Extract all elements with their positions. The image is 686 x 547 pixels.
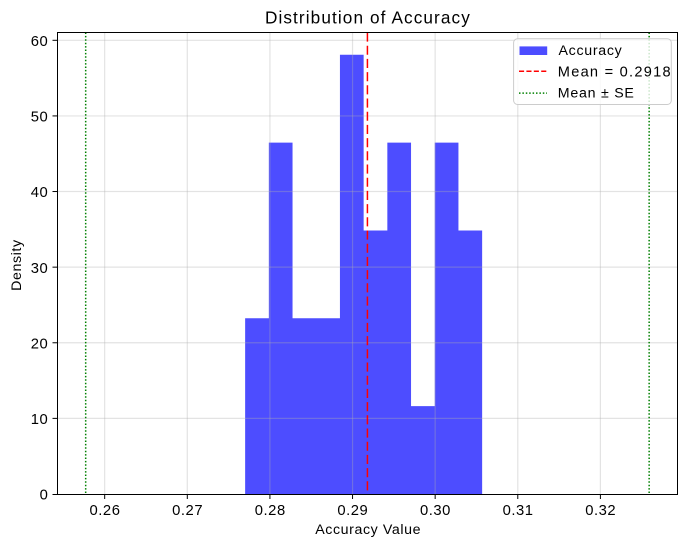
svg-text:40: 40 bbox=[31, 185, 49, 201]
svg-text:Mean ± SE: Mean ± SE bbox=[558, 86, 635, 102]
svg-text:20: 20 bbox=[31, 336, 49, 352]
svg-text:0.27: 0.27 bbox=[172, 503, 203, 519]
svg-text:0: 0 bbox=[40, 488, 49, 504]
svg-text:0.32: 0.32 bbox=[585, 503, 616, 519]
svg-text:Accuracy: Accuracy bbox=[559, 43, 623, 59]
svg-text:Mean = 0.2918: Mean = 0.2918 bbox=[558, 64, 672, 80]
svg-text:10: 10 bbox=[31, 412, 49, 428]
svg-text:30: 30 bbox=[31, 261, 49, 277]
svg-text:Accuracy Value: Accuracy Value bbox=[315, 522, 421, 538]
svg-text:Distribution of Accuracy: Distribution of Accuracy bbox=[265, 7, 471, 27]
svg-text:0.29: 0.29 bbox=[337, 503, 368, 519]
svg-text:0.28: 0.28 bbox=[255, 503, 286, 519]
svg-text:50: 50 bbox=[31, 110, 49, 126]
svg-text:0.30: 0.30 bbox=[420, 503, 451, 519]
svg-text:0.31: 0.31 bbox=[503, 503, 534, 519]
svg-text:60: 60 bbox=[31, 34, 49, 50]
svg-text:0.26: 0.26 bbox=[89, 503, 120, 519]
svg-text:Density: Density bbox=[9, 239, 25, 291]
